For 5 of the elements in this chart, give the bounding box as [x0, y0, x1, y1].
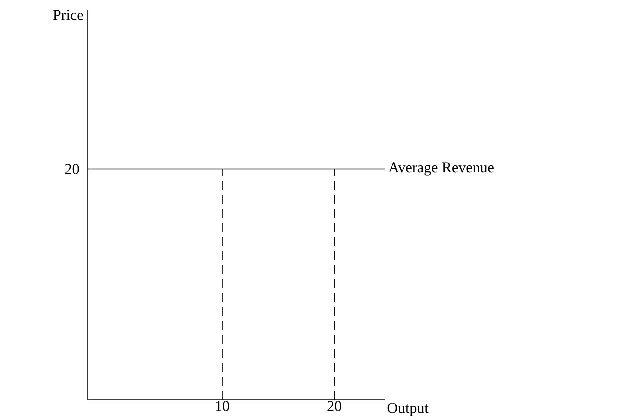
x-tick-label: 10 — [216, 401, 230, 412]
x-axis-title: Output — [388, 403, 429, 416]
series-label: Average Revenue — [388, 162, 494, 176]
annotation: 20 — [65, 164, 80, 174]
text: Price — [53, 10, 84, 20]
